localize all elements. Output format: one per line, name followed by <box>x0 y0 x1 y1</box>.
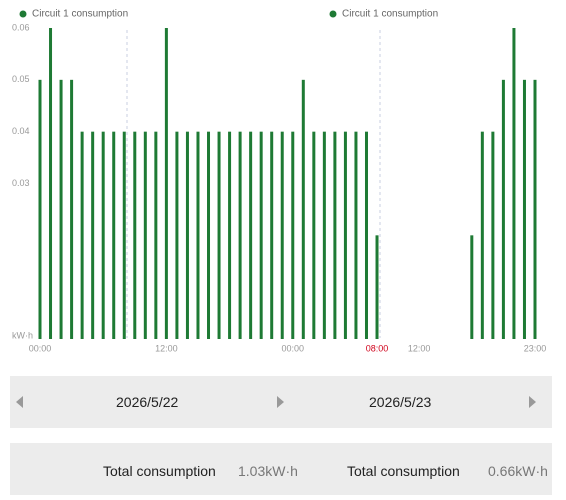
x-tick-label: 00:00 <box>282 343 305 353</box>
total-label: Total consumption <box>347 463 460 479</box>
bar <box>354 131 358 339</box>
x-tick-label: 12:00 <box>408 343 431 353</box>
bar <box>501 79 505 339</box>
legend-dot <box>329 10 337 18</box>
bar <box>270 131 274 339</box>
bar <box>364 131 368 339</box>
bar <box>38 79 42 339</box>
y-tick-label: 0.06 <box>12 22 30 32</box>
bar <box>480 131 484 339</box>
total-value: 1.03kW·h <box>238 463 298 479</box>
bar <box>259 131 263 339</box>
bar <box>175 131 179 339</box>
x-tick-label: 00:00 <box>29 343 52 353</box>
bar <box>291 131 295 339</box>
bar <box>522 79 526 339</box>
bar <box>80 131 84 339</box>
bar <box>512 28 516 339</box>
date[interactable]: 2026/5/23 <box>369 394 432 410</box>
bar <box>112 131 116 339</box>
bar <box>322 131 326 339</box>
bar <box>101 131 105 339</box>
y-tick-label: 0.05 <box>12 74 30 84</box>
date[interactable]: 2026/5/22 <box>116 394 179 410</box>
next-arrow[interactable] <box>529 396 536 408</box>
bar <box>49 28 53 339</box>
legend-label: Circuit 1 consumption <box>342 9 438 20</box>
date-nav: 2026/5/22 2026/5/23 <box>10 376 552 428</box>
bar <box>312 131 316 339</box>
next-arrow[interactable] <box>277 396 284 408</box>
bar <box>185 131 189 339</box>
bar <box>70 79 74 339</box>
x-tick-label: 23:00 <box>524 343 547 353</box>
bar <box>470 235 474 339</box>
bar <box>238 131 242 339</box>
y-tick-label: 0.04 <box>12 126 30 136</box>
total-value: 0.66kW·h <box>488 463 548 479</box>
y-axis-label: kW·h <box>12 330 33 340</box>
legend-label: Circuit 1 consumption <box>32 9 128 20</box>
bar <box>122 131 126 339</box>
x-tick-label: 12:00 <box>155 343 178 353</box>
bar <box>143 131 147 339</box>
legend-dot <box>19 10 27 18</box>
bar <box>196 131 200 339</box>
bar <box>533 79 537 339</box>
bar <box>249 131 253 339</box>
bar <box>59 79 63 339</box>
bar <box>217 131 221 339</box>
bar <box>164 28 168 339</box>
y-tick-label: 0.03 <box>12 178 30 188</box>
bar <box>207 131 211 339</box>
bar <box>91 131 95 339</box>
chart: Circuit 1 consumption Circuit 1 consumpt… <box>12 9 547 354</box>
bar <box>343 131 347 339</box>
bar <box>228 131 232 339</box>
bar <box>301 79 305 339</box>
bar <box>375 235 379 339</box>
bar <box>333 131 337 339</box>
prev-arrow[interactable] <box>16 396 23 408</box>
totals: Total consumption 1.03kW·h Total consump… <box>10 443 552 495</box>
bar <box>491 131 495 339</box>
bar <box>133 131 137 339</box>
bar <box>280 131 284 339</box>
bar <box>154 131 158 339</box>
total-label: Total consumption <box>103 463 216 479</box>
x-tick-label: 08:00 <box>366 343 389 353</box>
